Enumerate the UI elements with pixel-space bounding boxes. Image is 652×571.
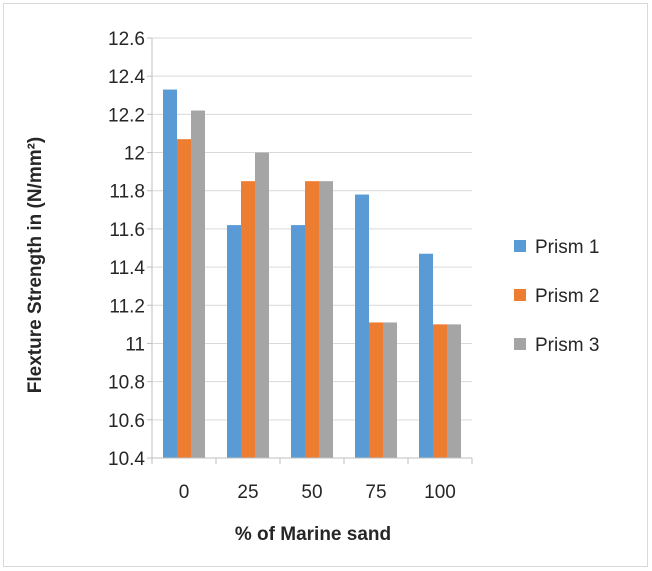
y-tick-label: 11 bbox=[125, 334, 145, 355]
y-tick-label: 10.6 bbox=[108, 411, 145, 432]
gridlines bbox=[152, 37, 472, 421]
y-tick-labels: 10.4 10.6 10.8 11 11.2 11.4 11.6 11.8 12 12.2 12.4… bbox=[108, 29, 145, 470]
bar-prism-2-0 bbox=[177, 139, 191, 458]
x-tick-label: 25 bbox=[237, 482, 258, 503]
x-tick-label: 0 bbox=[179, 482, 190, 503]
y-tick-label: 11.4 bbox=[109, 258, 145, 279]
legend-label: Prism 2 bbox=[535, 286, 599, 307]
y-tick-label: 12.4 bbox=[108, 67, 145, 88]
legend-swatch bbox=[514, 289, 526, 301]
axes bbox=[147, 37, 473, 464]
y-tick-label: 11.6 bbox=[109, 220, 145, 241]
x-tick-label: 75 bbox=[365, 482, 386, 503]
x-tick-label: 100 bbox=[424, 482, 456, 503]
bar-prism-1-25 bbox=[227, 225, 241, 458]
legend-swatch bbox=[514, 240, 526, 252]
legend-swatch bbox=[514, 338, 526, 350]
bar-prism-3-75 bbox=[383, 322, 397, 458]
bar-prism-2-100 bbox=[433, 324, 447, 458]
bars bbox=[163, 89, 461, 458]
bar-prism-2-50 bbox=[305, 181, 319, 458]
y-tick-label: 11.8 bbox=[109, 182, 145, 203]
bar-prism-3-25 bbox=[255, 152, 269, 458]
y-tick-label: 11.2 bbox=[109, 296, 145, 317]
y-axis-title: Flexture Strength in (N/mm²) bbox=[25, 137, 46, 394]
bar-prism-3-50 bbox=[319, 181, 333, 458]
legend: Prism 1 Prism 2 Prism 3 bbox=[514, 237, 599, 356]
bar-prism-2-75 bbox=[369, 322, 383, 458]
y-tick-label: 12.6 bbox=[108, 29, 145, 50]
legend-label: Prism 3 bbox=[535, 335, 599, 356]
y-tick-label: 12 bbox=[124, 144, 145, 165]
bar-prism-2-25 bbox=[241, 181, 255, 458]
y-tick-label: 12.2 bbox=[108, 105, 145, 126]
legend-label: Prism 1 bbox=[535, 237, 599, 258]
x-axis-title: % of Marine sand bbox=[235, 524, 391, 545]
bar-prism-1-50 bbox=[291, 225, 305, 458]
bar-prism-3-0 bbox=[191, 110, 205, 458]
x-tick-labels: 0 25 50 75 100 bbox=[179, 482, 456, 503]
bar-prism-1-75 bbox=[355, 194, 369, 458]
bar-prism-3-100 bbox=[447, 324, 461, 458]
y-tick-label: 10.8 bbox=[108, 373, 145, 394]
y-tick-label: 10.4 bbox=[108, 449, 145, 470]
bar-prism-1-0 bbox=[163, 89, 177, 458]
x-tick-label: 50 bbox=[301, 482, 322, 503]
bar-prism-1-100 bbox=[419, 253, 433, 458]
